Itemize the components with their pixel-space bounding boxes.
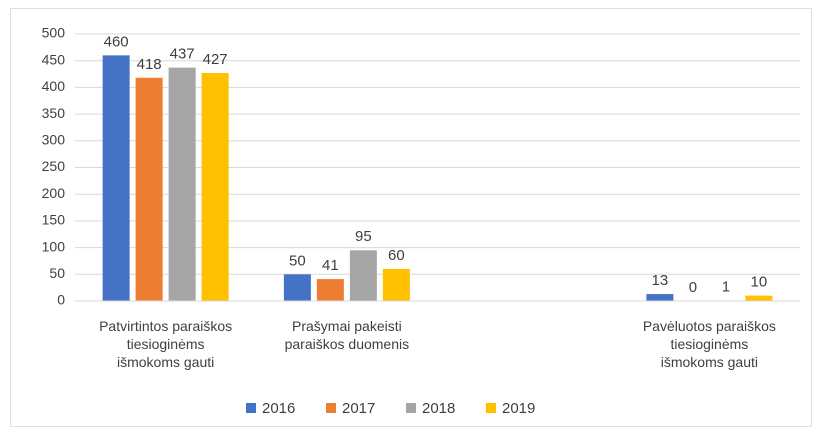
x-tick-label: Pavėluotos paraiškos tiesioginėms išmoko… [642,318,776,370]
bar [349,250,377,301]
bar [168,67,196,301]
y-tick-label: 250 [42,158,66,174]
y-tick-label: 450 [42,51,66,67]
y-tick-label: 50 [49,265,65,281]
data-label: 418 [137,56,162,73]
y-tick-label: 500 [42,25,66,41]
legend-swatch [326,403,336,413]
data-label: 427 [203,51,228,68]
data-label: 13 [652,272,669,289]
data-label: 437 [170,46,195,63]
x-tick-label: Prašymai pakeisti paraiškos duomenis [284,318,410,352]
chart-border [10,8,812,427]
data-label: 50 [289,252,306,269]
legend-swatch [246,403,256,413]
y-tick-label: 400 [42,78,66,94]
bar [382,268,410,301]
legend-swatch [486,403,496,413]
data-label: 60 [388,247,405,264]
data-label: 0 [689,279,697,296]
bar [646,294,674,301]
legend-label: 2016 [262,400,295,417]
bar [135,77,163,302]
data-label: 460 [104,33,129,50]
bar [316,279,344,301]
x-tick-label: Patvirtintos paraiškos tiesioginėms išmo… [99,318,233,370]
data-label: 95 [355,228,372,245]
legend-label: 2018 [422,400,455,417]
data-label: 1 [722,278,730,295]
y-tick-label: 100 [42,238,66,254]
data-label: 41 [322,257,339,274]
legend-swatch [406,403,416,413]
bar [283,274,311,301]
y-tick-label: 0 [57,292,65,308]
y-tick-label: 350 [42,105,66,121]
data-label: 10 [751,274,768,291]
legend-label: 2019 [502,400,535,417]
y-tick-label: 300 [42,132,66,148]
bar [745,295,773,301]
legend-label: 2017 [342,400,375,417]
y-tick-label: 200 [42,185,66,201]
bar [102,55,130,301]
y-tick-label: 150 [42,212,66,228]
bar [201,72,229,302]
